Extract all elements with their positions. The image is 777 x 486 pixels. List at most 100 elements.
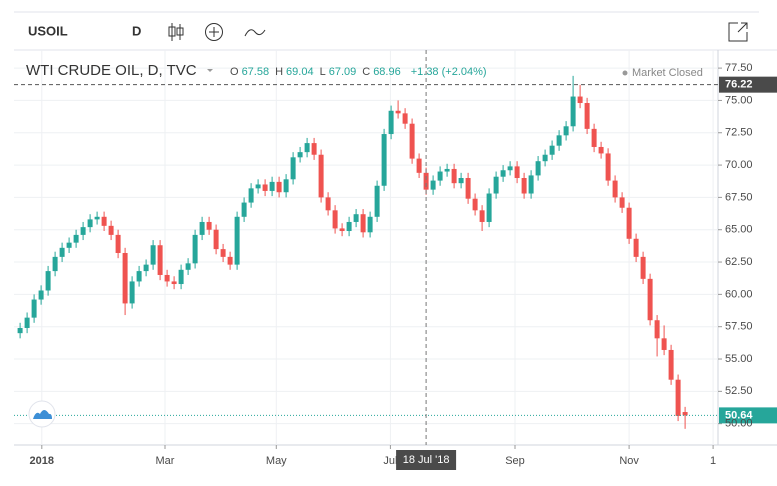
last-price-box	[719, 407, 777, 424]
candle-body	[465, 178, 471, 199]
candle-body	[311, 143, 317, 155]
candle-body	[17, 327, 23, 334]
legend-key: H	[275, 66, 283, 78]
candle-body	[430, 180, 436, 190]
candle-body	[458, 178, 464, 184]
candle-body	[150, 245, 156, 265]
candle-body	[66, 242, 72, 248]
candle-body	[206, 221, 212, 230]
legend-change: +1.38 (+2.04%)	[411, 66, 487, 78]
candle-body	[157, 245, 163, 275]
title-menu-icon[interactable]	[207, 69, 213, 72]
candle-body	[479, 210, 485, 222]
candle-body	[283, 179, 289, 193]
indicator-icon[interactable]	[244, 29, 266, 37]
candle-body	[108, 225, 114, 235]
candle-body	[402, 113, 408, 124]
candle-body	[115, 234, 121, 253]
symbol[interactable]: USOIL	[28, 23, 68, 38]
candle-body	[143, 264, 149, 272]
fullscreen-icon[interactable]	[728, 22, 748, 42]
legend-value: 69.04	[286, 66, 314, 78]
y-tick-label: 70.00	[725, 159, 753, 171]
candle-body	[38, 290, 44, 300]
candle-body	[409, 123, 415, 159]
candle-body	[213, 229, 219, 250]
candle-body	[556, 135, 562, 146]
candle-body	[570, 96, 576, 127]
candle-body	[269, 181, 275, 191]
compare-icon[interactable]	[205, 23, 223, 41]
candle-body	[591, 128, 597, 147]
status-dot	[622, 70, 628, 76]
y-tick-label: 55.00	[725, 353, 753, 365]
last-price-label: 50.64	[725, 409, 753, 421]
candle-body	[535, 161, 541, 176]
legend-key: O	[230, 66, 239, 78]
candle-body	[661, 338, 667, 350]
candle-body	[101, 216, 107, 226]
candle-body	[129, 281, 135, 304]
candle-body	[528, 175, 534, 194]
candle-body	[339, 228, 345, 232]
candle-body	[185, 263, 191, 270]
candle-body	[346, 221, 352, 232]
high-price-box	[719, 76, 777, 93]
candle-body	[598, 146, 604, 154]
candle-body	[374, 185, 380, 217]
candle-body	[654, 320, 660, 339]
market-status: Market Closed	[632, 67, 703, 79]
overlay	[14, 50, 777, 470]
candle-body	[248, 188, 254, 203]
candle-body	[122, 252, 128, 304]
candle-body	[290, 157, 296, 180]
candle-body	[80, 227, 86, 235]
y-tick-label: 50.00	[725, 418, 753, 430]
candle-icon[interactable]	[168, 23, 184, 41]
candle-body	[227, 256, 233, 265]
candle-body	[325, 197, 331, 211]
candle-body	[451, 168, 457, 184]
candle-body	[612, 180, 618, 198]
candle-body	[199, 221, 205, 235]
candle-body	[367, 216, 373, 233]
x-tick-label: 2018	[30, 455, 54, 467]
candle-body	[682, 412, 688, 416]
candle-body	[276, 181, 282, 193]
candle-body	[577, 96, 583, 104]
candle-body	[136, 271, 142, 282]
y-tick-label: 75.00	[725, 94, 753, 106]
y-tick-label: 52.50	[725, 385, 753, 397]
ohlc-legend: O 67.58 H 69.04 L 67.09 C 68.96 +1.38 (+2.04%)	[230, 66, 487, 78]
candle-body	[500, 170, 506, 177]
series-title: WTI CRUDE OIL, D, TVC	[26, 62, 197, 79]
candle-body	[619, 197, 625, 208]
candle-body	[171, 281, 177, 285]
candle-body	[605, 153, 611, 181]
candle-body	[381, 134, 387, 186]
candle-body	[164, 274, 170, 282]
candle-body	[647, 278, 653, 321]
legend-key: L	[320, 66, 326, 78]
candle-body	[388, 110, 394, 135]
logo[interactable]	[28, 400, 56, 428]
legend-value: 67.58	[242, 66, 270, 78]
candle-body	[234, 216, 240, 265]
candles	[17, 75, 688, 429]
candle-body	[416, 158, 422, 173]
interval[interactable]: D	[132, 23, 141, 38]
y-tick-label: 57.50	[725, 321, 753, 333]
candle-body	[395, 110, 401, 114]
x-tick-label: Mar	[156, 455, 175, 467]
candle-body	[241, 202, 247, 217]
candle-body	[563, 126, 569, 136]
candle-body	[360, 214, 366, 233]
candle-body	[493, 176, 499, 194]
candle-body	[262, 184, 268, 191]
candle-body	[444, 168, 450, 172]
candle-body	[521, 178, 527, 194]
crosshair-box	[396, 450, 457, 470]
candle-body	[94, 216, 100, 220]
